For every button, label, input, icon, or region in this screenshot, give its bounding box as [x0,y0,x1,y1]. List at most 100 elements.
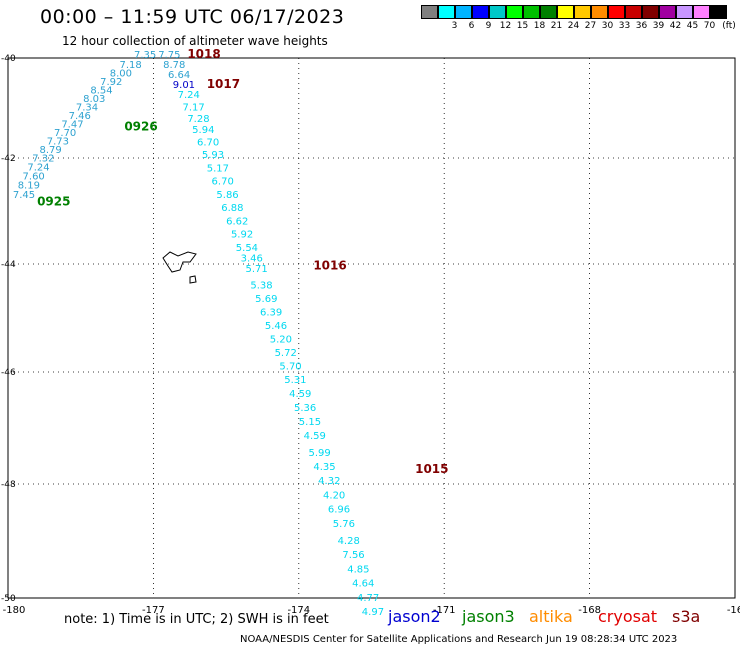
time-label: 1017 [207,77,240,91]
lat-tick-label: -42 [1,154,16,164]
wave-height-label: 7.73 [47,137,69,148]
satellite-name: cryosat [598,607,658,626]
time-label: 1018 [187,47,220,61]
legend-swatch [710,5,727,19]
satellite-name: s3a [672,607,701,626]
legend-swatch [489,5,506,19]
legend-swatch [676,5,693,19]
satellite-name: jason3 [462,607,515,626]
wave-height-label: 5.69 [255,294,277,305]
wave-height-label: 4.85 [347,564,369,575]
legend-swatch [608,5,625,19]
wave-height-label: 7.17 [182,103,204,114]
lon-tick-label: -168 [578,605,601,616]
wave-height-label: 7.60 [23,172,45,183]
legend-label: 18 [533,21,546,31]
wave-height-label: 3.46 [241,253,263,264]
legend-label: 70 [703,21,716,31]
wave-height-label: 4.64 [352,579,374,590]
wave-height-label: 9.01 [173,80,195,91]
wave-height-label: 7.56 [342,550,364,561]
legend-swatch [455,5,472,19]
wave-height-label: 6.64 [168,70,190,81]
wave-height-label: 7.47 [61,120,83,131]
legend-swatch [591,5,608,19]
lat-tick-label: -48 [1,480,16,490]
wave-height-label: 7.34 [76,103,98,114]
legend-label: 9 [485,21,492,31]
legend-label: 30 [601,21,614,31]
wave-height-label: 5.72 [275,348,297,359]
wave-height-label: 7.46 [69,111,91,122]
lat-tick-label: -50 [1,594,16,604]
wave-height-label: 8.54 [90,86,112,97]
wave-height-label: 5.70 [279,361,301,372]
legend-swatch [659,5,676,19]
wave-height-label: 6.70 [197,138,219,149]
lat-tick-label: -40 [1,54,16,64]
legend-swatch [540,5,557,19]
wave-height-label: 7.32 [32,154,54,165]
time-label: 1016 [313,258,346,272]
wave-height-label: 5.86 [216,190,238,201]
wave-height-label: 7.24 [27,163,49,174]
wave-height-label: 5.38 [250,280,272,291]
wave-height-label: 4.35 [313,462,335,473]
wave-height-label: 5.15 [299,417,321,428]
wave-height-label: 4.77 [357,593,379,604]
island-outline [189,275,197,284]
wave-height-label: 6.70 [212,177,234,188]
credit-line: NOAA/NESDIS Center for Satellite Applica… [240,634,678,645]
wave-height-label: 5.46 [265,321,287,332]
page-subtitle: 12 hour collection of altimeter wave hei… [62,34,328,48]
wave-height-label: 5.92 [231,230,253,241]
time-label: 0926 [124,120,157,134]
legend-swatch [625,5,642,19]
wave-height-label: 6.96 [328,505,350,516]
time-label: 0925 [37,195,70,209]
wave-height-label: 7.45 [13,190,35,201]
legend-label: 3 [451,21,458,31]
legend-label: 45 [686,21,699,31]
lon-tick-label: -180 [3,605,26,616]
wave-height-label: 8.03 [83,94,105,105]
wave-height-label: 5.94 [192,125,214,136]
island-outline [162,251,197,273]
satellite-name: jason2 [388,607,441,626]
wave-height-label: 8.00 [110,69,132,80]
wave-height-label: 5.36 [294,403,316,414]
legend-swatch [421,5,438,19]
legend-label: 33 [618,21,631,31]
wave-height-label: 5.99 [308,448,330,459]
wave-height-label: 5.17 [207,163,229,174]
wave-height-label: 8.79 [40,145,62,156]
legend-swatch [523,5,540,19]
wave-height-label: 7.18 [119,60,141,71]
legend-swatch [693,5,710,19]
legend-swatch [438,5,455,19]
legend-label: 21 [550,21,563,31]
wave-height-label: 7.35 [134,50,156,61]
satellite-name: altika [529,607,573,626]
wave-height-label: 5.76 [333,519,355,530]
wave-height-label: 4.32 [318,476,340,487]
lat-tick-label: -44 [1,260,16,270]
time-label: 1015 [415,462,448,476]
legend-swatch [506,5,523,19]
wave-height-label: 7.92 [100,77,122,88]
legend-swatch [574,5,591,19]
legend-label: 39 [652,21,665,31]
wave-height-label: 7.24 [178,90,200,101]
wave-height-label: 4.20 [323,490,345,501]
wave-height-label: 7.75 [158,50,180,61]
wave-height-label: 4.59 [289,389,311,400]
wave-height-label: 4.97 [362,607,384,618]
wave-height-label: 7.28 [187,114,209,125]
legend-label: 6 [468,21,475,31]
footer-note: note: 1) Time is in UTC; 2) SWH is in fe… [64,612,329,627]
wave-height-label: 5.31 [284,375,306,386]
lon-tick-label: -171 [433,605,456,616]
legend-label: 24 [567,21,580,31]
wave-height-label: 8.78 [163,60,185,71]
